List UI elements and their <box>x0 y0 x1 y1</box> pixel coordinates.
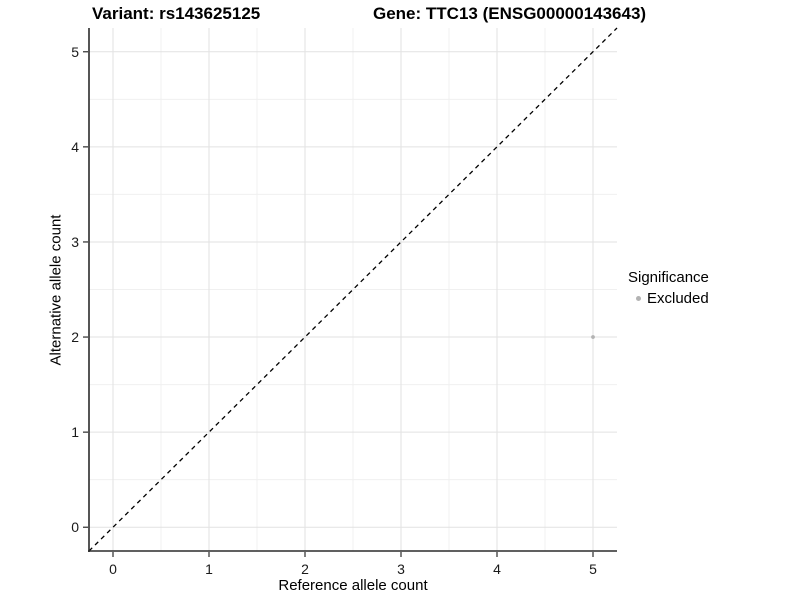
x-axis-title: Reference allele count <box>278 577 428 594</box>
plot-title-variant: Variant: rs143625125 <box>92 4 261 23</box>
y-tick-label: 3 <box>71 234 79 250</box>
legend-title: Significance <box>628 269 709 286</box>
x-tick-label: 0 <box>109 561 117 577</box>
excluded-point-icon <box>636 296 641 301</box>
legend-item: Excluded <box>628 290 709 307</box>
x-tick-label: 5 <box>589 561 597 577</box>
y-tick-label: 0 <box>71 519 79 535</box>
y-tick-label: 2 <box>71 329 79 345</box>
data-point <box>591 335 595 339</box>
x-tick-label: 4 <box>493 561 501 577</box>
y-tick-label: 5 <box>71 44 79 60</box>
y-tick-label: 1 <box>71 424 79 440</box>
x-tick-label: 3 <box>397 561 405 577</box>
plot-title-gene: Gene: TTC13 (ENSG00000143643) <box>373 4 647 23</box>
legend: Significance Excluded <box>628 268 709 307</box>
legend-item-label: Excluded <box>647 290 709 307</box>
x-tick-label: 2 <box>301 561 309 577</box>
y-tick-label: 4 <box>71 139 79 155</box>
y-axis-title: Alternative allele count <box>47 214 65 366</box>
x-tick-label: 1 <box>205 561 213 577</box>
